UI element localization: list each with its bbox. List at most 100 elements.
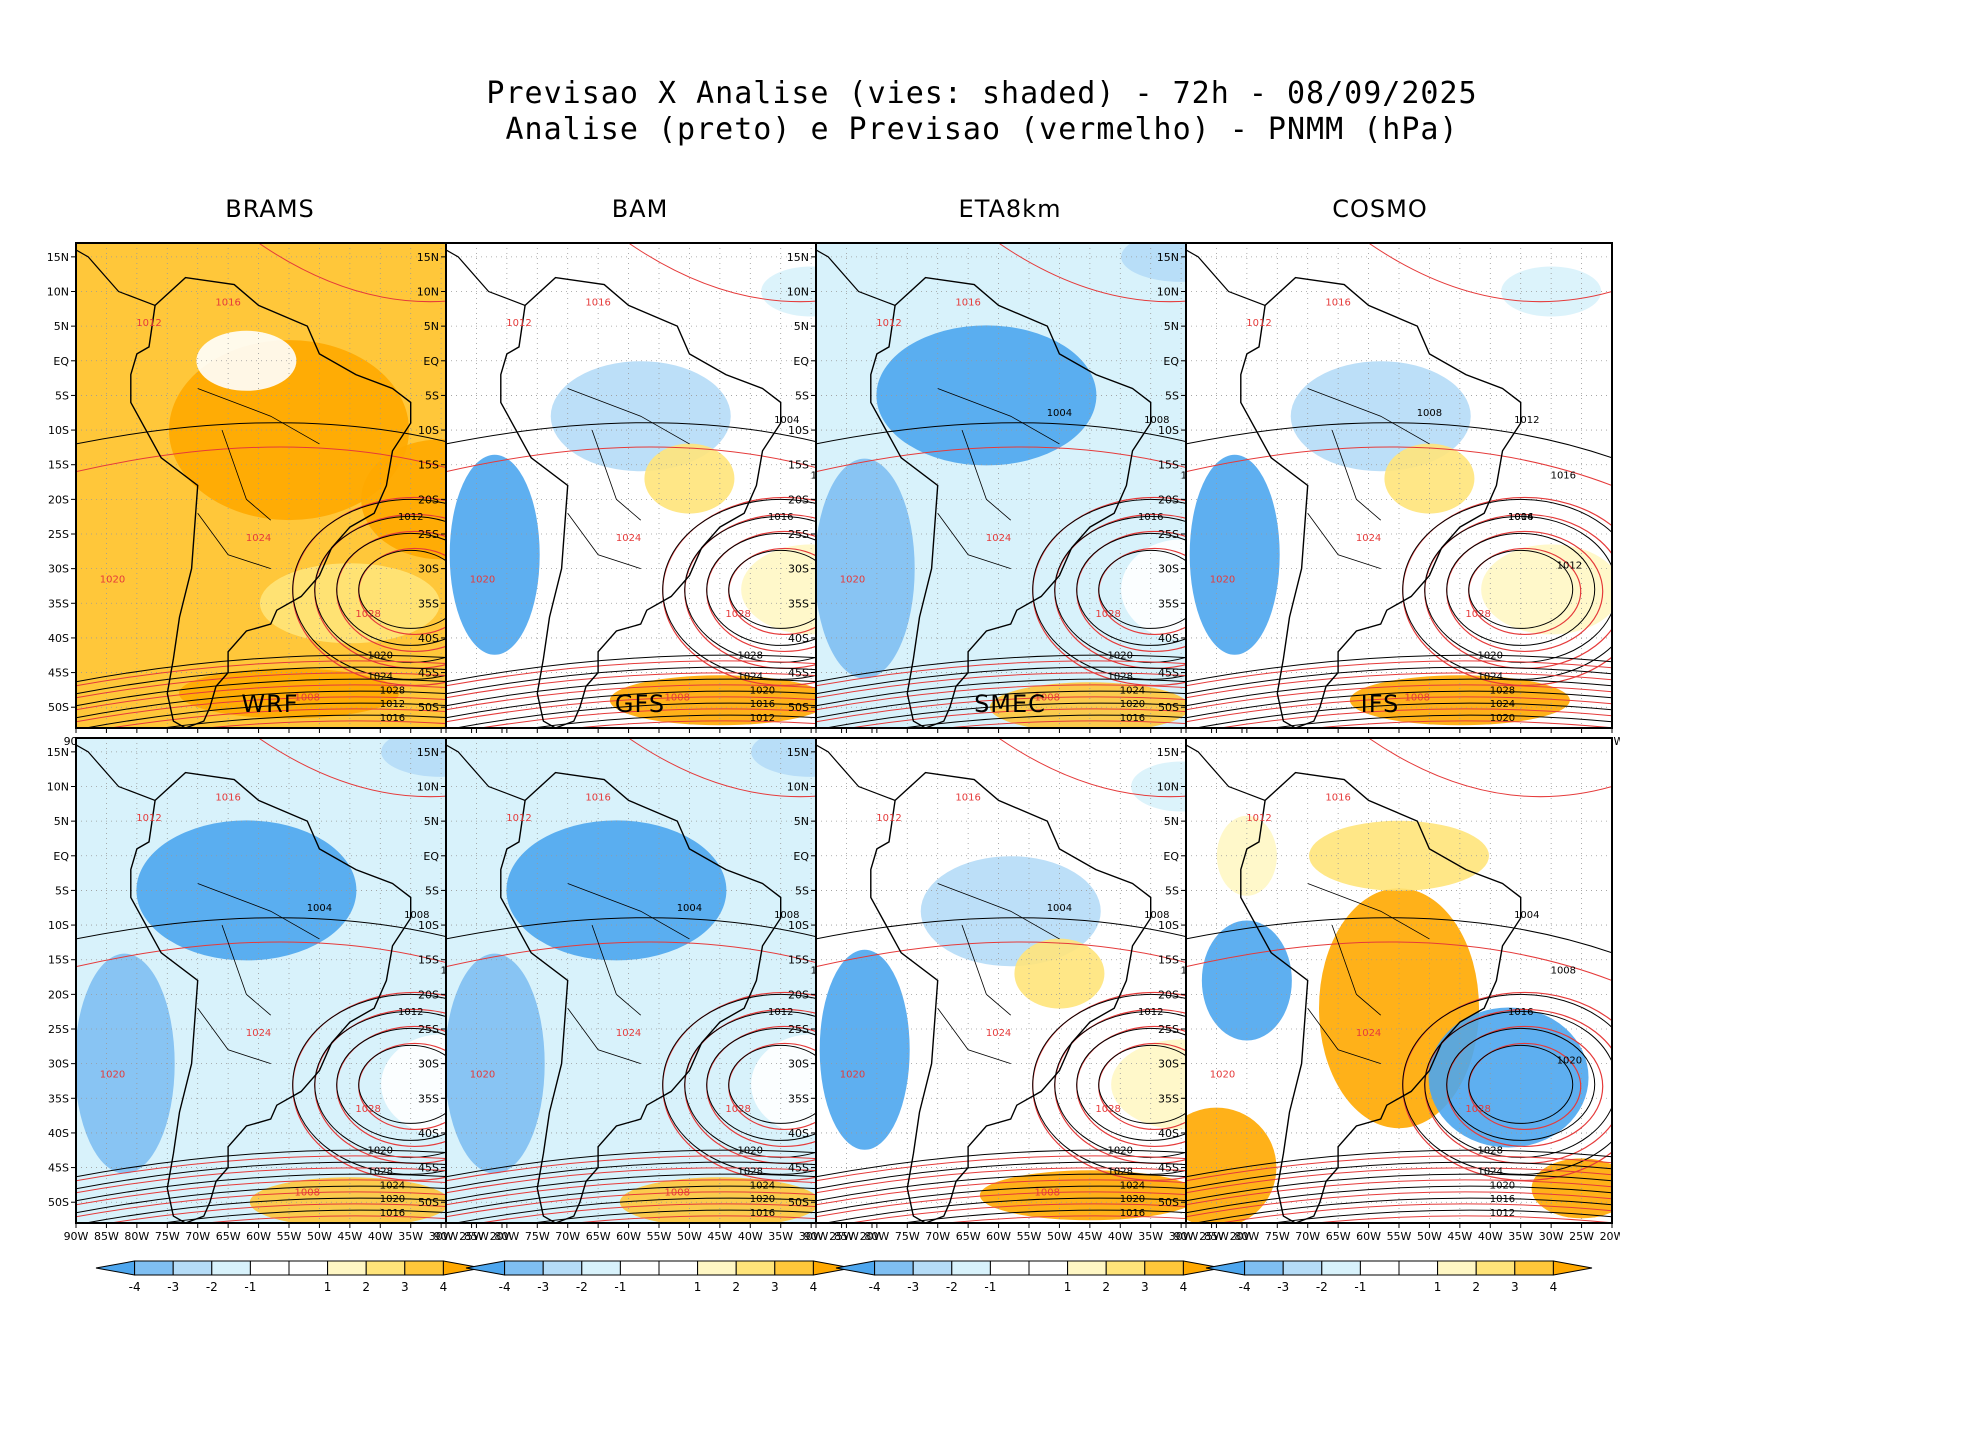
colorbar-label: 4 <box>440 1280 448 1294</box>
forecast-isobar-label: 1020 <box>1210 575 1235 586</box>
analysis-isobar <box>446 666 872 695</box>
forecast-isobar <box>1186 446 1612 486</box>
analysis-isobar <box>528 1209 872 1223</box>
analysis-isobar <box>1186 666 1612 695</box>
lon-tick-label: 85W <box>94 1230 119 1243</box>
lat-tick-label: 5S <box>425 884 439 897</box>
lat-tick-label: 35S <box>418 1092 439 1105</box>
forecast-isobar-label: 1020 <box>1210 1070 1235 1081</box>
forecast-isobar-label: 1008 <box>295 1187 320 1198</box>
colorbar-label: 3 <box>1141 1280 1149 1294</box>
lat-tick-label: 20S <box>48 493 69 506</box>
colorbar: -4 -3 -2 -1 1 2 3 4 <box>465 1260 853 1294</box>
coastline <box>500 276 782 728</box>
analysis-isobar <box>1032 993 1242 1175</box>
colorbar-label: 2 <box>732 1280 740 1294</box>
lat-tick-label: 25S <box>788 1023 809 1036</box>
lon-tick-label: 55W <box>647 1230 672 1243</box>
analysis-isobar-label: 1028 <box>738 651 763 662</box>
lat-tick-label: 50S <box>48 701 69 714</box>
colorbar-label: -3 <box>907 1280 919 1294</box>
lat-tick-label: 30S <box>418 1058 439 1071</box>
colorbar-label: -2 <box>206 1280 218 1294</box>
lon-tick-label: 60W <box>616 1230 641 1243</box>
forecast-isobar-label: 1016 <box>585 297 610 308</box>
analysis-isobar <box>1468 1044 1574 1124</box>
analysis-isobar-label: 1020 <box>750 1194 775 1205</box>
forecast-isobar <box>816 696 1242 723</box>
analysis-isobar-label: 1020 <box>1557 1056 1582 1067</box>
lat-tick-label: 40S <box>48 1127 69 1140</box>
lat-tick-label: 5N <box>424 815 439 828</box>
forecast-isobar <box>1217 1203 1612 1223</box>
analysis-isobar-label: 1004 <box>1508 512 1533 523</box>
analysis-isobar-label: 1012 <box>1138 1007 1163 1018</box>
lon-tick-label: 60W <box>246 1230 271 1243</box>
lat-tick-label: 15N <box>47 746 69 759</box>
lon-tick-label: 80W <box>494 1230 519 1243</box>
lat-tick-label: EQ <box>53 850 69 863</box>
lat-tick-label: 15N <box>787 746 809 759</box>
coastline <box>1240 771 1522 1223</box>
forecast-isobar <box>847 1203 1242 1223</box>
analysis-isobar <box>816 690 1242 719</box>
colorbar-label: -2 <box>1316 1280 1328 1294</box>
analysis-isobar <box>816 1185 1242 1214</box>
lon-tick-label: 60W <box>1356 1230 1381 1243</box>
forecast-isobar-label: 1012 <box>506 813 531 824</box>
forecast-isobar <box>940 720 1242 728</box>
analysis-isobar <box>684 515 872 663</box>
lat-tick-label: 30S <box>418 563 439 576</box>
lon-tick-label: 45W <box>337 1230 362 1243</box>
lat-tick-label: 50S <box>1158 1196 1179 1209</box>
analysis-isobar-label: 1028 <box>368 1167 393 1178</box>
colorbar-label: 1 <box>694 1280 702 1294</box>
country-border <box>567 512 641 570</box>
colorbar-label: -3 <box>1277 1280 1289 1294</box>
forecast-isobar-label: 1020 <box>470 1070 495 1081</box>
forecast-isobar <box>446 1179 872 1206</box>
forecast-isobar-label: 1012 <box>876 813 901 824</box>
forecast-isobar <box>1186 1155 1612 1182</box>
lon-tick-label: 35W <box>1138 1230 1163 1243</box>
analysis-isobar <box>453 702 872 728</box>
forecast-isobar-label: 1024 <box>1356 1028 1381 1039</box>
panel-title: WRF <box>241 690 299 718</box>
forecast-isobar <box>446 672 872 699</box>
forecast-isobar-label: 1008 <box>1035 692 1060 703</box>
forecast-isobar <box>940 1215 1242 1223</box>
analysis-isobar <box>76 1161 502 1190</box>
lat-tick-label: 10N <box>787 781 809 794</box>
forecast-isobar <box>1186 1191 1612 1218</box>
analysis-isobar <box>1268 1209 1612 1223</box>
colorbar-label: -1 <box>614 1280 626 1294</box>
lon-tick-label: 80W <box>124 1230 149 1243</box>
analysis-isobar-label: 1016 <box>1508 512 1533 523</box>
lon-tick-label: 65W <box>1326 1230 1351 1243</box>
analysis-isobar <box>76 654 502 683</box>
bias-area-negative <box>819 949 910 1150</box>
analysis-isobar-label: 1004 <box>677 903 702 914</box>
analysis-isobar-label: 1012 <box>750 713 775 724</box>
analysis-isobar-label: 1012 <box>1490 1208 1515 1219</box>
analysis-isobar-label: 1028 <box>738 1167 763 1178</box>
coastline <box>1186 744 1266 801</box>
bias-area-negative <box>1189 454 1280 655</box>
analysis-isobar-label: 1024 <box>1120 1180 1145 1191</box>
analysis-isobar <box>1186 690 1612 719</box>
lon-tick-label: 30W <box>1539 1230 1564 1243</box>
figure-subtitle: Analise (preto) e Previsao (vermelho) - … <box>505 112 1459 147</box>
colorbar-label: 2 <box>1102 1280 1110 1294</box>
lon-tick-label: 55W <box>1387 1230 1412 1243</box>
country-border <box>567 883 690 940</box>
lat-tick-label: 5S <box>1165 884 1179 897</box>
analysis-isobar <box>898 714 1242 728</box>
colorbar-label: -1 <box>244 1280 256 1294</box>
coastline <box>816 249 896 306</box>
analysis-isobar-label: 1028 <box>1108 672 1133 683</box>
forecast-isobar-label: 1016 <box>1325 792 1350 803</box>
forecast-isobar-label: 1016 <box>215 297 240 308</box>
analysis-isobar <box>1446 1027 1596 1141</box>
lat-tick-label: 20S <box>1158 493 1179 506</box>
analysis-isobar-label: 1028 <box>1478 1146 1503 1157</box>
